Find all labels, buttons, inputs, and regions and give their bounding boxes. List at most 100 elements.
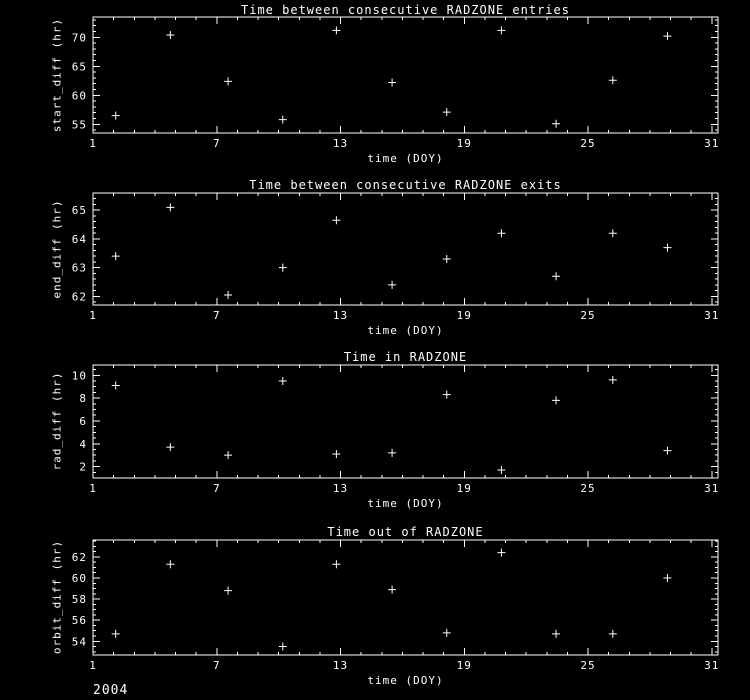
plot4-xlabel: time (DOY)	[367, 674, 444, 687]
data-point-marker	[608, 375, 617, 384]
plot1-ylabel: start_diff (hr)	[50, 17, 64, 133]
svg-text:19: 19	[457, 659, 472, 672]
data-point-marker	[332, 216, 341, 225]
svg-text:13: 13	[333, 659, 348, 672]
data-point-marker	[278, 263, 287, 272]
data-point-marker	[442, 108, 451, 117]
svg-text:55: 55	[72, 118, 87, 131]
data-point-marker	[111, 111, 120, 120]
data-point-marker	[278, 376, 287, 385]
svg-text:8: 8	[79, 392, 87, 405]
data-point-marker	[111, 381, 120, 390]
svg-text:31: 31	[704, 309, 719, 322]
data-point-marker	[224, 451, 233, 460]
svg-text:7: 7	[213, 482, 221, 495]
data-point-marker	[552, 629, 561, 638]
data-point-marker	[166, 203, 175, 212]
plot3-ylabel: rad_diff (hr)	[50, 371, 64, 471]
data-point-marker	[111, 252, 120, 261]
svg-text:19: 19	[457, 309, 472, 322]
data-point-marker	[663, 446, 672, 455]
svg-text:64: 64	[72, 233, 87, 246]
data-point-marker	[166, 560, 175, 569]
svg-text:19: 19	[457, 482, 472, 495]
svg-text:25: 25	[580, 482, 595, 495]
plot4-title: Time out of RADZONE	[327, 525, 484, 539]
data-point-marker	[388, 280, 397, 289]
svg-text:13: 13	[333, 137, 348, 150]
year-label: 2004	[93, 683, 129, 698]
svg-text:54: 54	[72, 635, 87, 648]
svg-text:7: 7	[213, 659, 221, 672]
data-point-marker	[278, 642, 287, 651]
svg-text:1: 1	[89, 482, 97, 495]
data-point-marker	[332, 26, 341, 35]
data-point-marker	[442, 255, 451, 264]
data-point-marker	[388, 78, 397, 87]
svg-text:7: 7	[213, 309, 221, 322]
svg-text:60: 60	[72, 572, 87, 585]
svg-text:10: 10	[72, 369, 87, 382]
data-point-marker	[663, 243, 672, 252]
svg-text:70: 70	[72, 31, 87, 44]
data-point-marker	[224, 586, 233, 595]
svg-text:31: 31	[704, 659, 719, 672]
svg-text:1: 1	[89, 659, 97, 672]
svg-text:1: 1	[89, 309, 97, 322]
svg-text:63: 63	[72, 262, 87, 275]
plot1-title: Time between consecutive RADZONE entries	[241, 3, 570, 17]
svg-text:19: 19	[457, 137, 472, 150]
svg-text:13: 13	[333, 482, 348, 495]
svg-text:31: 31	[704, 137, 719, 150]
data-point-marker	[111, 629, 120, 638]
plot1-xlabel: time (DOY)	[367, 152, 444, 165]
data-point-marker	[278, 115, 287, 124]
svg-text:62: 62	[72, 290, 87, 303]
data-point-marker	[332, 450, 341, 459]
data-point-marker	[663, 32, 672, 41]
data-point-marker	[608, 76, 617, 85]
plot2-ylabel: end_diff (hr)	[50, 199, 64, 299]
svg-text:60: 60	[72, 89, 87, 102]
data-point-marker	[332, 560, 341, 569]
svg-text:62: 62	[72, 551, 87, 564]
plot3-title: Time in RADZONE	[343, 350, 468, 364]
data-point-marker	[388, 448, 397, 457]
data-point-marker	[442, 628, 451, 637]
svg-text:25: 25	[580, 137, 595, 150]
plot2-xlabel: time (DOY)	[367, 324, 444, 337]
svg-text:13: 13	[333, 309, 348, 322]
data-point-marker	[497, 466, 506, 475]
data-point-marker	[497, 26, 506, 35]
svg-text:7: 7	[213, 137, 221, 150]
data-point-marker	[552, 119, 561, 128]
plot3-xlabel: time (DOY)	[367, 497, 444, 510]
data-point-marker	[224, 77, 233, 86]
data-point-marker	[663, 573, 672, 582]
data-point-marker	[552, 272, 561, 281]
svg-text:25: 25	[580, 309, 595, 322]
svg-text:65: 65	[72, 204, 87, 217]
svg-text:6: 6	[79, 415, 87, 428]
data-point-marker	[166, 30, 175, 39]
svg-text:56: 56	[72, 614, 87, 627]
svg-text:2: 2	[79, 461, 87, 474]
svg-text:65: 65	[72, 60, 87, 73]
data-point-marker	[497, 548, 506, 557]
data-point-marker	[497, 229, 506, 238]
data-point-marker	[608, 629, 617, 638]
svg-text:25: 25	[580, 659, 595, 672]
plot2-title: Time between consecutive RADZONE exits	[249, 178, 562, 192]
plot4-ylabel: orbit_diff (hr)	[50, 539, 64, 655]
data-point-marker	[608, 229, 617, 238]
data-point-marker	[224, 290, 233, 299]
data-point-marker	[442, 390, 451, 399]
data-point-marker	[552, 396, 561, 405]
data-point-marker	[388, 585, 397, 594]
svg-text:58: 58	[72, 593, 87, 606]
svg-text:31: 31	[704, 482, 719, 495]
svg-text:1: 1	[89, 137, 97, 150]
data-point-marker	[166, 443, 175, 452]
